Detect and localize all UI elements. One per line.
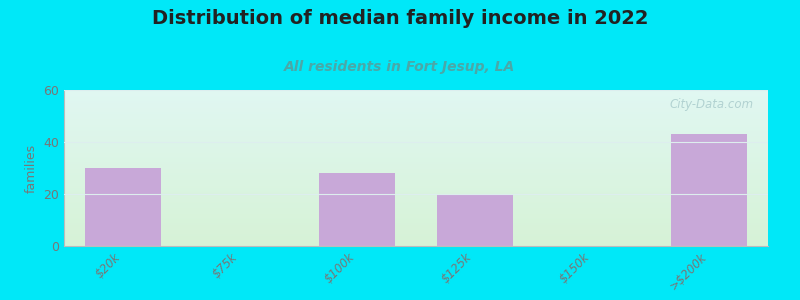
- Bar: [437, 194, 513, 246]
- Y-axis label: families: families: [25, 143, 38, 193]
- Bar: [319, 173, 395, 246]
- Bar: [671, 134, 747, 246]
- Bar: [85, 168, 161, 246]
- Text: City-Data.com: City-Data.com: [670, 98, 754, 111]
- Text: Distribution of median family income in 2022: Distribution of median family income in …: [152, 9, 648, 28]
- Text: All residents in Fort Jesup, LA: All residents in Fort Jesup, LA: [284, 60, 516, 74]
